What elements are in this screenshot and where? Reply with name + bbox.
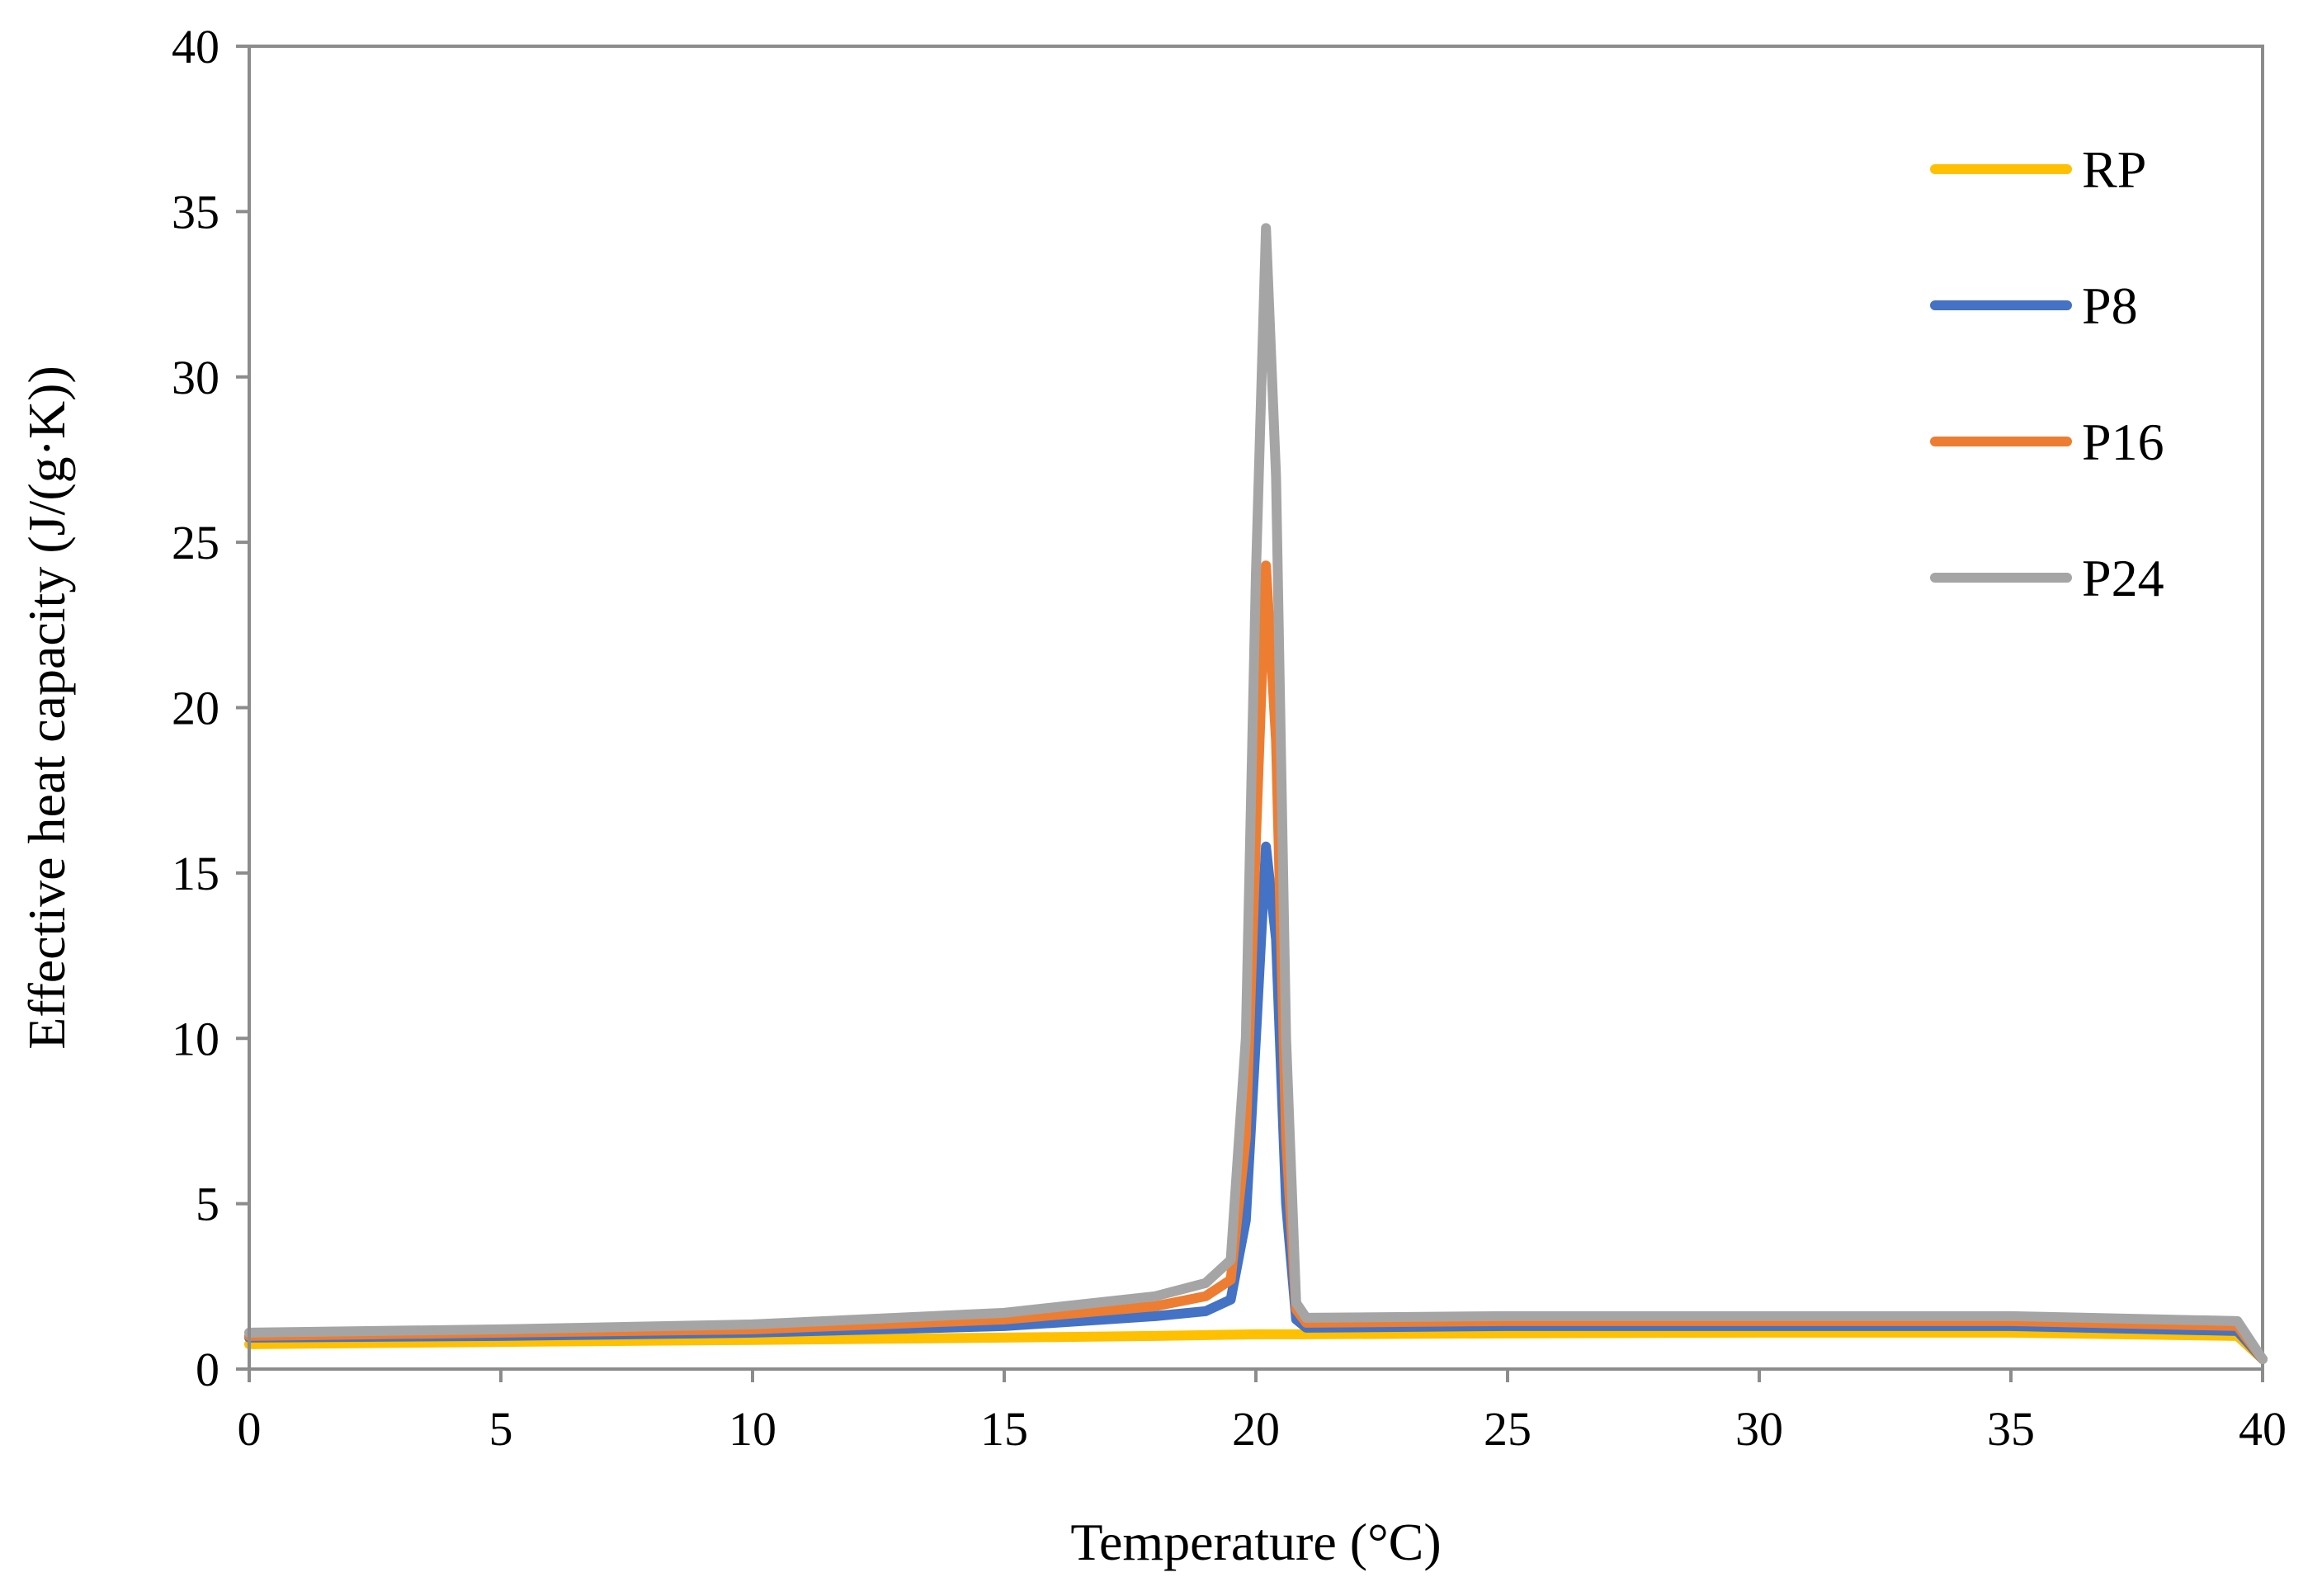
y-tick-label: 40 [172,20,219,73]
legend-label-p16: P16 [2082,413,2164,471]
series-line-rp [244,1327,2268,1364]
y-tick-label: 5 [196,1178,219,1231]
legend: RP P8 P16 P24 [1930,140,2164,607]
x-tick-label: 30 [1735,1402,1783,1456]
x-tick-label: 0 [238,1402,262,1456]
x-tick-label: 35 [1987,1402,2035,1456]
x-axis-title: Temperature (°C) [1070,1513,1441,1571]
x-tick-label: 5 [489,1402,513,1456]
legend-label-p24: P24 [2082,549,2164,607]
y-tick-label: 10 [172,1012,219,1065]
y-tick-label: 25 [172,516,219,569]
x-tick-label: 15 [980,1402,1028,1456]
x-tick-label: 40 [2239,1402,2287,1456]
y-tick-label: 30 [172,351,219,404]
x-tick-label: 20 [1232,1402,1280,1456]
series-line-p24 [244,223,2268,1364]
legend-label-rp: RP [2082,140,2146,199]
legend-label-p8: P8 [2082,276,2138,335]
y-tick-label: 20 [172,682,219,735]
y-tick-label: 35 [172,185,219,238]
y-axis-title: Effective heat capacity (J/(g·K)) [17,366,76,1050]
series-layer [244,223,2268,1364]
x-tick-label: 25 [1484,1402,1531,1456]
x-tick-label: 10 [729,1402,776,1456]
y-tick-label: 0 [196,1343,219,1396]
y-tick-label: 15 [172,847,219,900]
axes-layer: 0 5 10 15 20 25 30 35 40 0 5 10 15 20 25 30 35 40 [172,20,2287,1456]
